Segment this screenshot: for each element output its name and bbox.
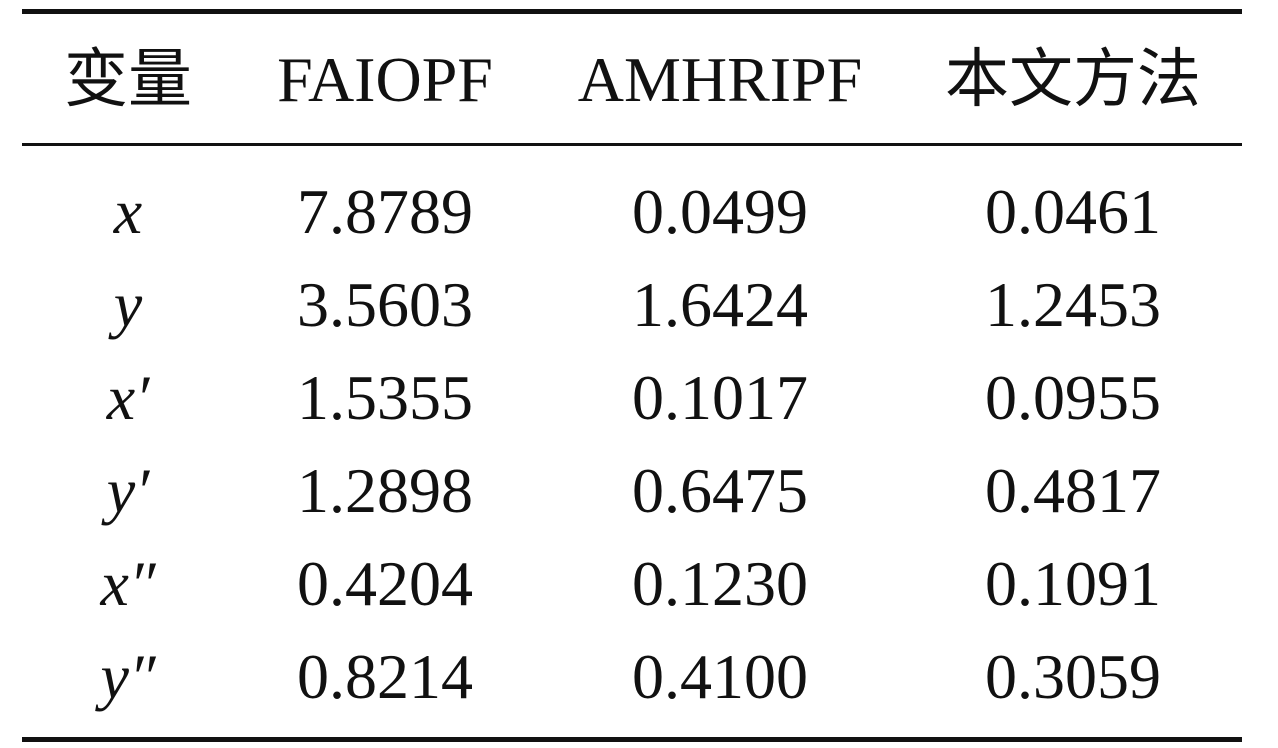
value-cell: 1.6424 [632, 269, 808, 340]
header-cell: FAIOPF [277, 44, 493, 115]
header-cell: 本文方法 [945, 44, 1201, 115]
variable-cell: y [113, 269, 143, 340]
variable-cell: y′ [106, 455, 150, 526]
value-cell: 0.6475 [632, 455, 808, 526]
value-cell: 0.1091 [985, 548, 1161, 619]
value-cell: 0.0955 [985, 362, 1161, 433]
variable-cell: x [113, 176, 143, 247]
bottom-rule [22, 737, 1242, 742]
value-cell: 0.3059 [985, 641, 1161, 712]
variable-cell: x″ [100, 548, 156, 619]
variable-cell: x′ [106, 362, 150, 433]
value-cell: 1.2898 [297, 455, 473, 526]
variable-cell: y″ [100, 641, 156, 712]
value-cell: 0.1230 [632, 548, 808, 619]
value-cell: 0.8214 [297, 641, 473, 712]
value-cell: 0.0461 [985, 176, 1161, 247]
value-cell: 0.4817 [985, 455, 1161, 526]
mid-rule [22, 143, 1242, 146]
value-cell: 0.1017 [632, 362, 808, 433]
value-cell: 1.2453 [985, 269, 1161, 340]
value-cell: 0.4204 [297, 548, 473, 619]
value-cell: 0.0499 [632, 176, 808, 247]
value-cell: 3.5603 [297, 269, 473, 340]
header-cell: AMHRIPF [577, 44, 863, 115]
top-rule [22, 9, 1242, 14]
value-cell: 0.4100 [632, 641, 808, 712]
header-cell: 变量 [64, 44, 192, 115]
value-cell: 7.8789 [297, 176, 473, 247]
value-cell: 1.5355 [297, 362, 473, 433]
